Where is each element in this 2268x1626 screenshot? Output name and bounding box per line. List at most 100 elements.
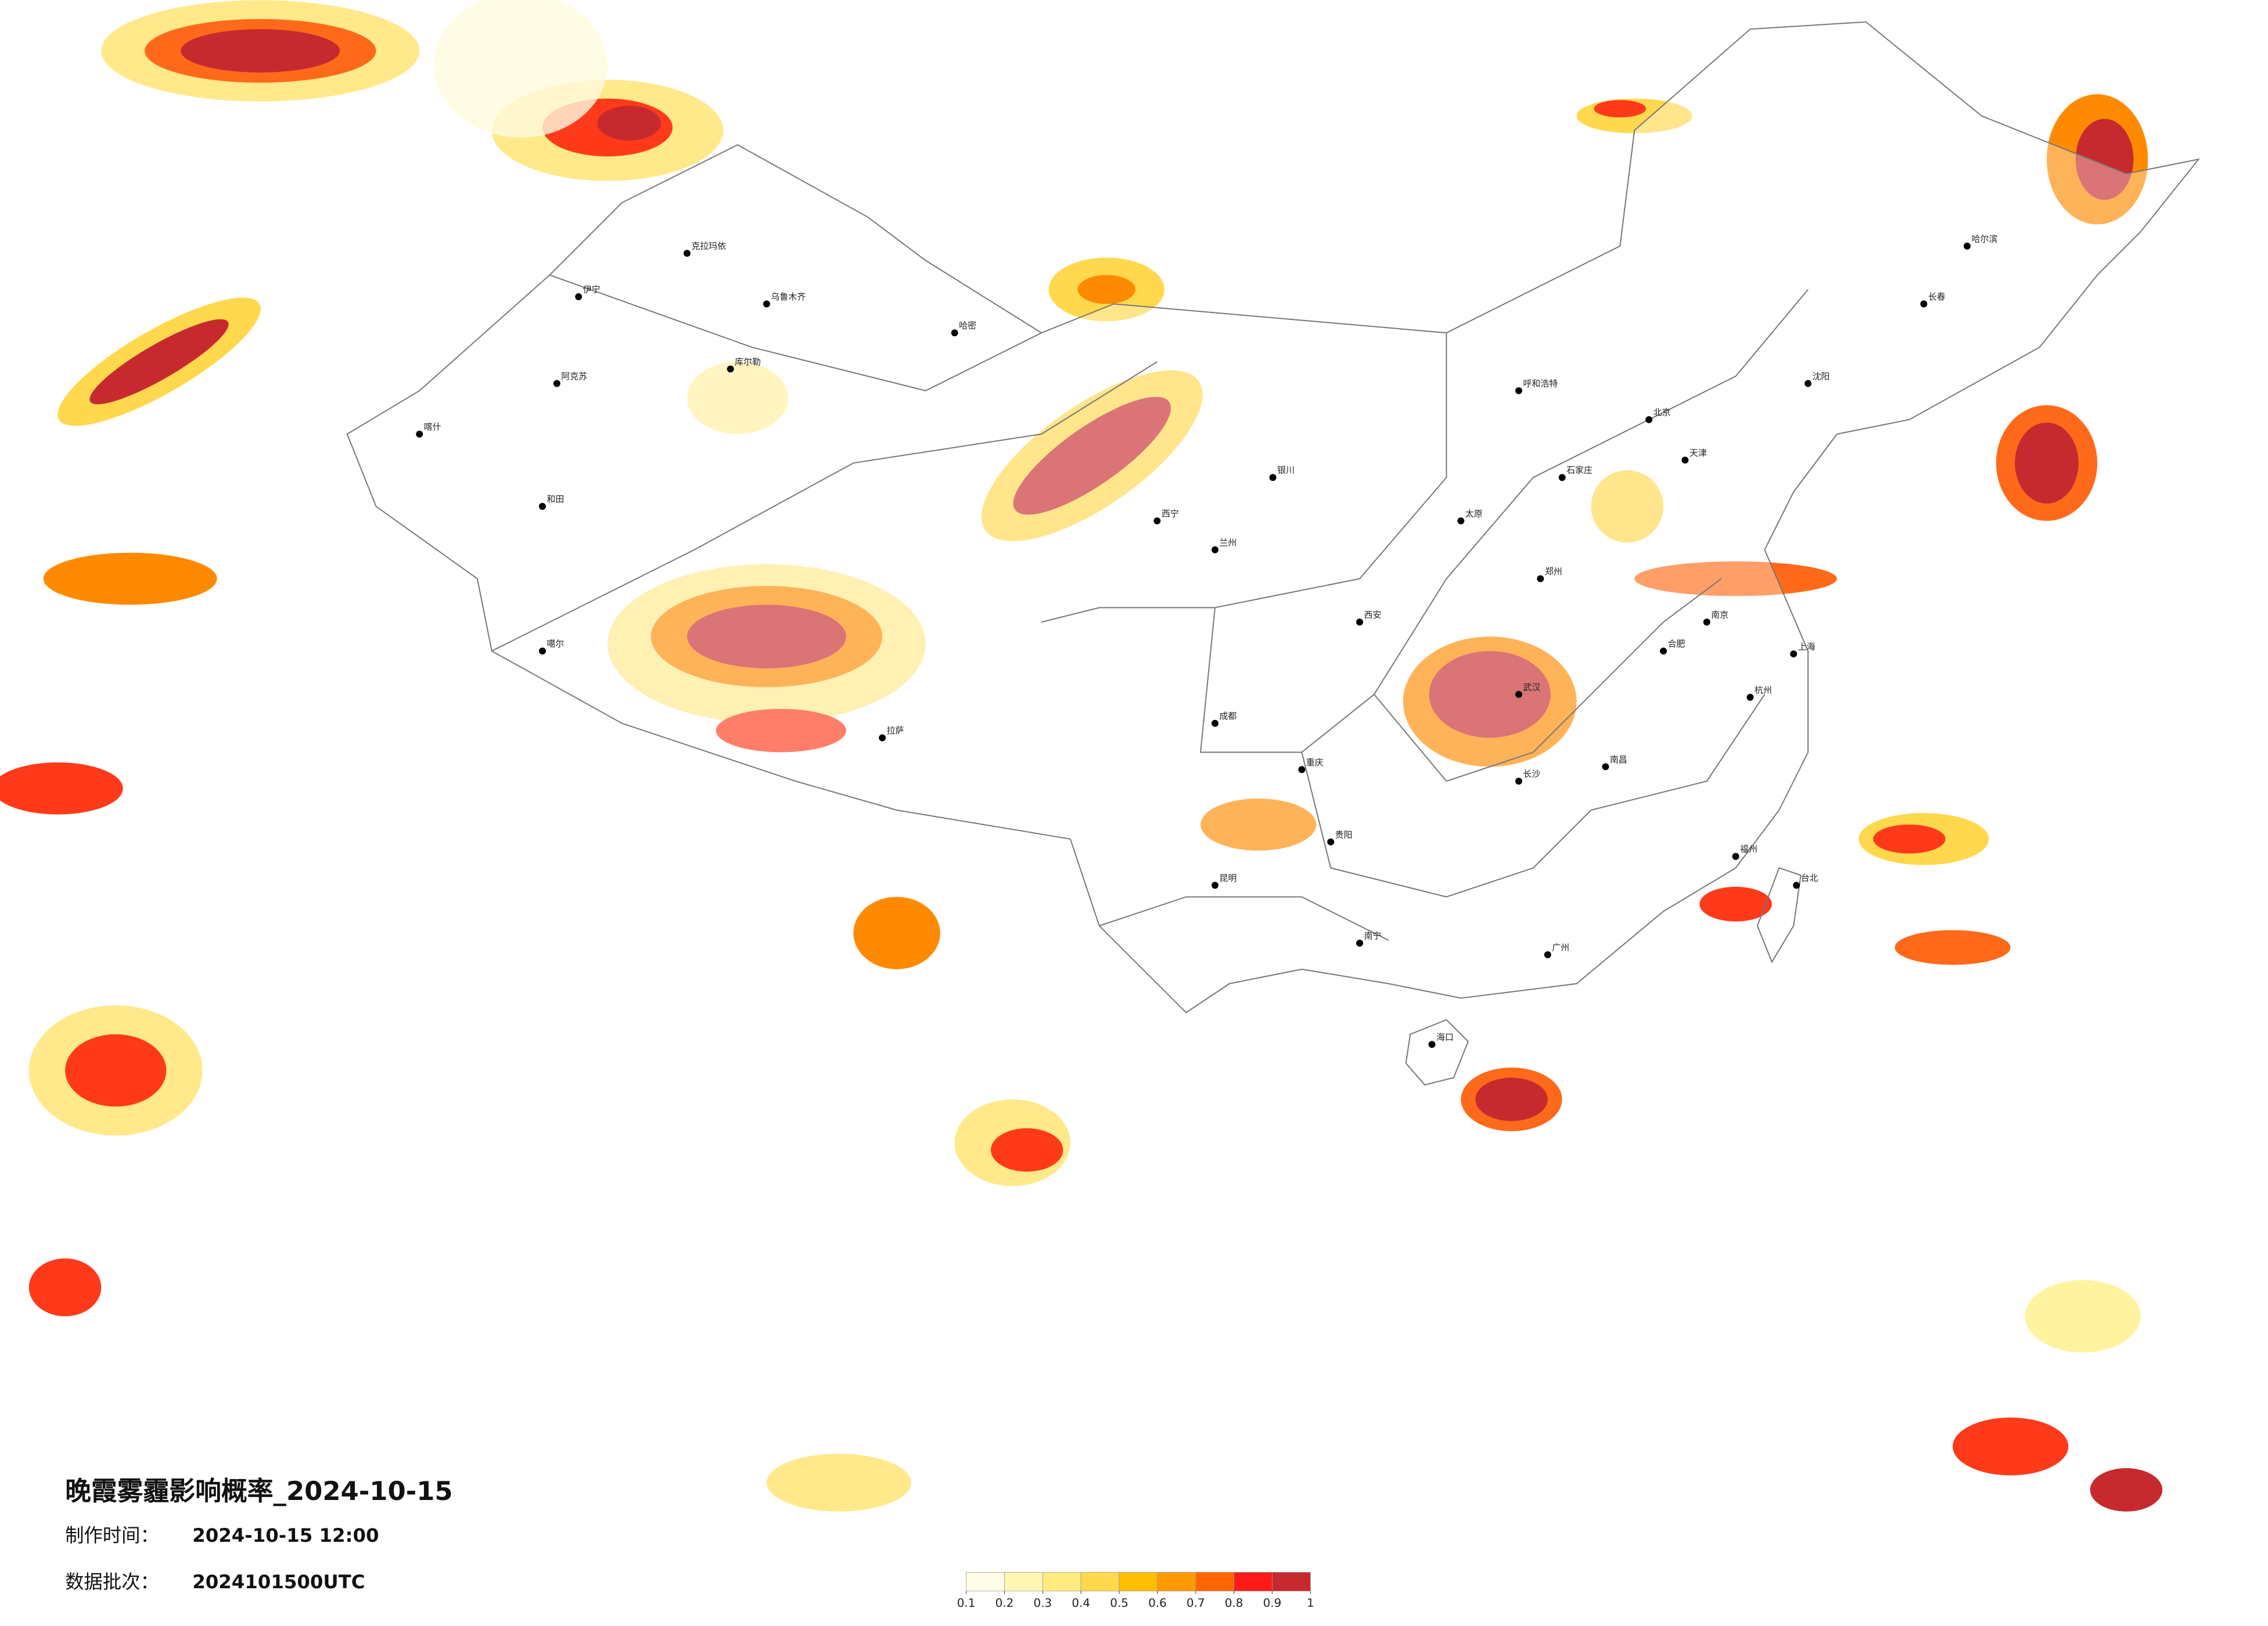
city-dot bbox=[1153, 517, 1161, 524]
city-label: 合肥 bbox=[1667, 639, 1685, 649]
fog-blob bbox=[607, 564, 926, 753]
city-dot bbox=[1681, 456, 1689, 464]
city-label: 伊宁 bbox=[583, 284, 601, 294]
city-dot bbox=[1964, 242, 1971, 250]
country-outline bbox=[346, 21, 2200, 1013]
city-dot bbox=[1920, 300, 1928, 308]
city-label: 喀什 bbox=[424, 422, 441, 432]
batch-value: 2024101500UTC bbox=[192, 1571, 365, 1593]
colorbar-swatch bbox=[1004, 1572, 1043, 1592]
colorbar-tick-label: 0.1 bbox=[957, 1596, 976, 1610]
colorbar-tick-label: 0.8 bbox=[1225, 1596, 1243, 1610]
city-label: 库尔勒 bbox=[735, 357, 761, 367]
city-dot bbox=[1558, 474, 1566, 481]
city-label: 兰州 bbox=[1219, 537, 1237, 548]
city-label: 哈密 bbox=[959, 321, 976, 331]
city-label: 乌鲁木齐 bbox=[771, 292, 806, 302]
fog-blob bbox=[434, 0, 2163, 1512]
city-label: 石家庄 bbox=[1566, 465, 1593, 476]
colorbar-swatch bbox=[1195, 1572, 1234, 1592]
city-label: 银川 bbox=[1277, 465, 1295, 476]
city-label: 郑州 bbox=[1545, 566, 1562, 577]
city-label: 成都 bbox=[1219, 711, 1237, 721]
city-label: 哈尔滨 bbox=[1971, 233, 1997, 244]
city-label: 克拉玛依 bbox=[691, 241, 726, 251]
city-label: 阿克苏 bbox=[561, 371, 587, 382]
map-title: 晚霞雾霾影响概率_2024-10-15 bbox=[65, 1476, 453, 1506]
city-label: 长春 bbox=[1928, 292, 1946, 302]
city-dot bbox=[1790, 650, 1798, 658]
city-dot bbox=[1327, 838, 1335, 846]
city-dot bbox=[1703, 618, 1710, 626]
colorbar-swatch bbox=[1157, 1572, 1196, 1592]
city-dot bbox=[1793, 882, 1800, 889]
city-dot bbox=[1356, 940, 1363, 947]
city-dot bbox=[1457, 517, 1465, 524]
city-dot bbox=[727, 365, 734, 373]
city-label: 广州 bbox=[1552, 942, 1569, 953]
city-label: 南京 bbox=[1711, 610, 1728, 620]
province-line bbox=[491, 274, 1809, 941]
fog-blob bbox=[981, 370, 1203, 541]
colorbar-tick-label: 0.2 bbox=[995, 1596, 1014, 1610]
city-label: 沈阳 bbox=[1813, 371, 1830, 382]
colorbar-swatch bbox=[1042, 1572, 1081, 1592]
colorbar: 0.1 0.2 0.3 0.4 0.5 0.6 0.7 0.8 0.9 1 bbox=[957, 1572, 1314, 1610]
colorbar-swatch bbox=[1119, 1572, 1158, 1592]
colorbar-swatch bbox=[1234, 1572, 1273, 1592]
city-dot bbox=[1746, 693, 1754, 701]
city-label: 和田 bbox=[547, 494, 564, 505]
city-label: 上海 bbox=[1798, 642, 1816, 652]
city-label: 重庆 bbox=[1306, 757, 1324, 768]
city-label: 南宁 bbox=[1364, 931, 1381, 941]
city-dot bbox=[1515, 387, 1522, 394]
city-label: 天津 bbox=[1690, 448, 1707, 458]
made-label: 制作时间： bbox=[65, 1524, 159, 1546]
city-label: 台北 bbox=[1801, 873, 1818, 883]
city-dot bbox=[1544, 951, 1551, 959]
colorbar-tick-label: 0.6 bbox=[1148, 1596, 1167, 1610]
fog-blob bbox=[1461, 1067, 1562, 1131]
city-dot bbox=[951, 329, 958, 337]
city-dot bbox=[879, 734, 886, 742]
boundaries bbox=[346, 21, 2200, 1086]
city-dot bbox=[1732, 852, 1739, 860]
city-dot bbox=[1211, 882, 1219, 889]
city-dot bbox=[1645, 416, 1653, 423]
city-dot bbox=[553, 380, 560, 387]
city-label: 长沙 bbox=[1523, 769, 1540, 779]
city-dot bbox=[538, 647, 546, 655]
city-label: 西宁 bbox=[1162, 508, 1179, 519]
colorbar-tick-label: 0.9 bbox=[1263, 1596, 1282, 1610]
city-label: 拉萨 bbox=[887, 725, 904, 736]
colorbar-tick-label: 0.7 bbox=[1187, 1596, 1205, 1610]
city-label: 北京 bbox=[1654, 407, 1671, 418]
city-label: 南昌 bbox=[1610, 754, 1627, 765]
island-outline bbox=[1405, 1019, 1469, 1086]
city-label: 海口 bbox=[1436, 1032, 1454, 1042]
city-dot bbox=[1428, 1041, 1436, 1048]
island-outline bbox=[1756, 867, 1802, 963]
city-dot bbox=[538, 503, 546, 510]
colorbar-tick-label: 0.3 bbox=[1033, 1596, 1052, 1610]
fog-blob bbox=[57, 297, 261, 426]
fog-blob bbox=[1996, 405, 2098, 521]
made-value: 2024-10-15 12:00 bbox=[192, 1524, 379, 1546]
fog-field bbox=[0, 0, 2163, 1512]
colorbar-tick-label: 0.4 bbox=[1072, 1596, 1090, 1610]
city-dot bbox=[1660, 647, 1667, 655]
city-label: 太原 bbox=[1465, 508, 1483, 519]
city-label: 西安 bbox=[1364, 610, 1381, 620]
city-label: 武汉 bbox=[1523, 682, 1540, 692]
city-dot bbox=[1298, 766, 1306, 774]
city-dot bbox=[683, 250, 691, 257]
city-label: 呼和浩特 bbox=[1523, 378, 1558, 388]
colorbar-tick-label: 1 bbox=[1307, 1596, 1314, 1610]
city-dot bbox=[1211, 720, 1219, 727]
city-label: 噶尔 bbox=[547, 639, 564, 649]
fog-blob bbox=[101, 0, 420, 102]
city-dot bbox=[1515, 778, 1522, 785]
city-dot bbox=[1602, 763, 1609, 771]
